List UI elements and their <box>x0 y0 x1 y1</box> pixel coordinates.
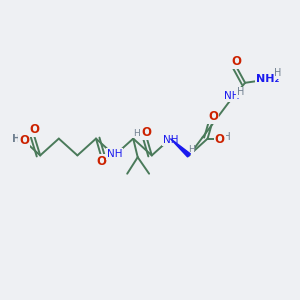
Text: NH: NH <box>163 135 178 145</box>
Text: O: O <box>208 110 218 123</box>
Text: H: H <box>12 134 21 144</box>
Text: O: O <box>29 123 39 136</box>
Text: NH₂: NH₂ <box>256 74 279 84</box>
Text: H: H <box>274 68 282 78</box>
Text: H: H <box>188 145 195 154</box>
Text: NH: NH <box>224 91 240 101</box>
Text: O: O <box>231 55 241 68</box>
Text: O: O <box>141 126 152 140</box>
Polygon shape <box>170 139 190 157</box>
Text: O: O <box>19 134 29 147</box>
Text: H: H <box>133 129 140 138</box>
Text: O: O <box>96 154 106 168</box>
Text: NH: NH <box>107 149 122 159</box>
Text: H: H <box>223 132 231 142</box>
Text: O: O <box>214 133 225 146</box>
Text: H: H <box>237 87 244 98</box>
